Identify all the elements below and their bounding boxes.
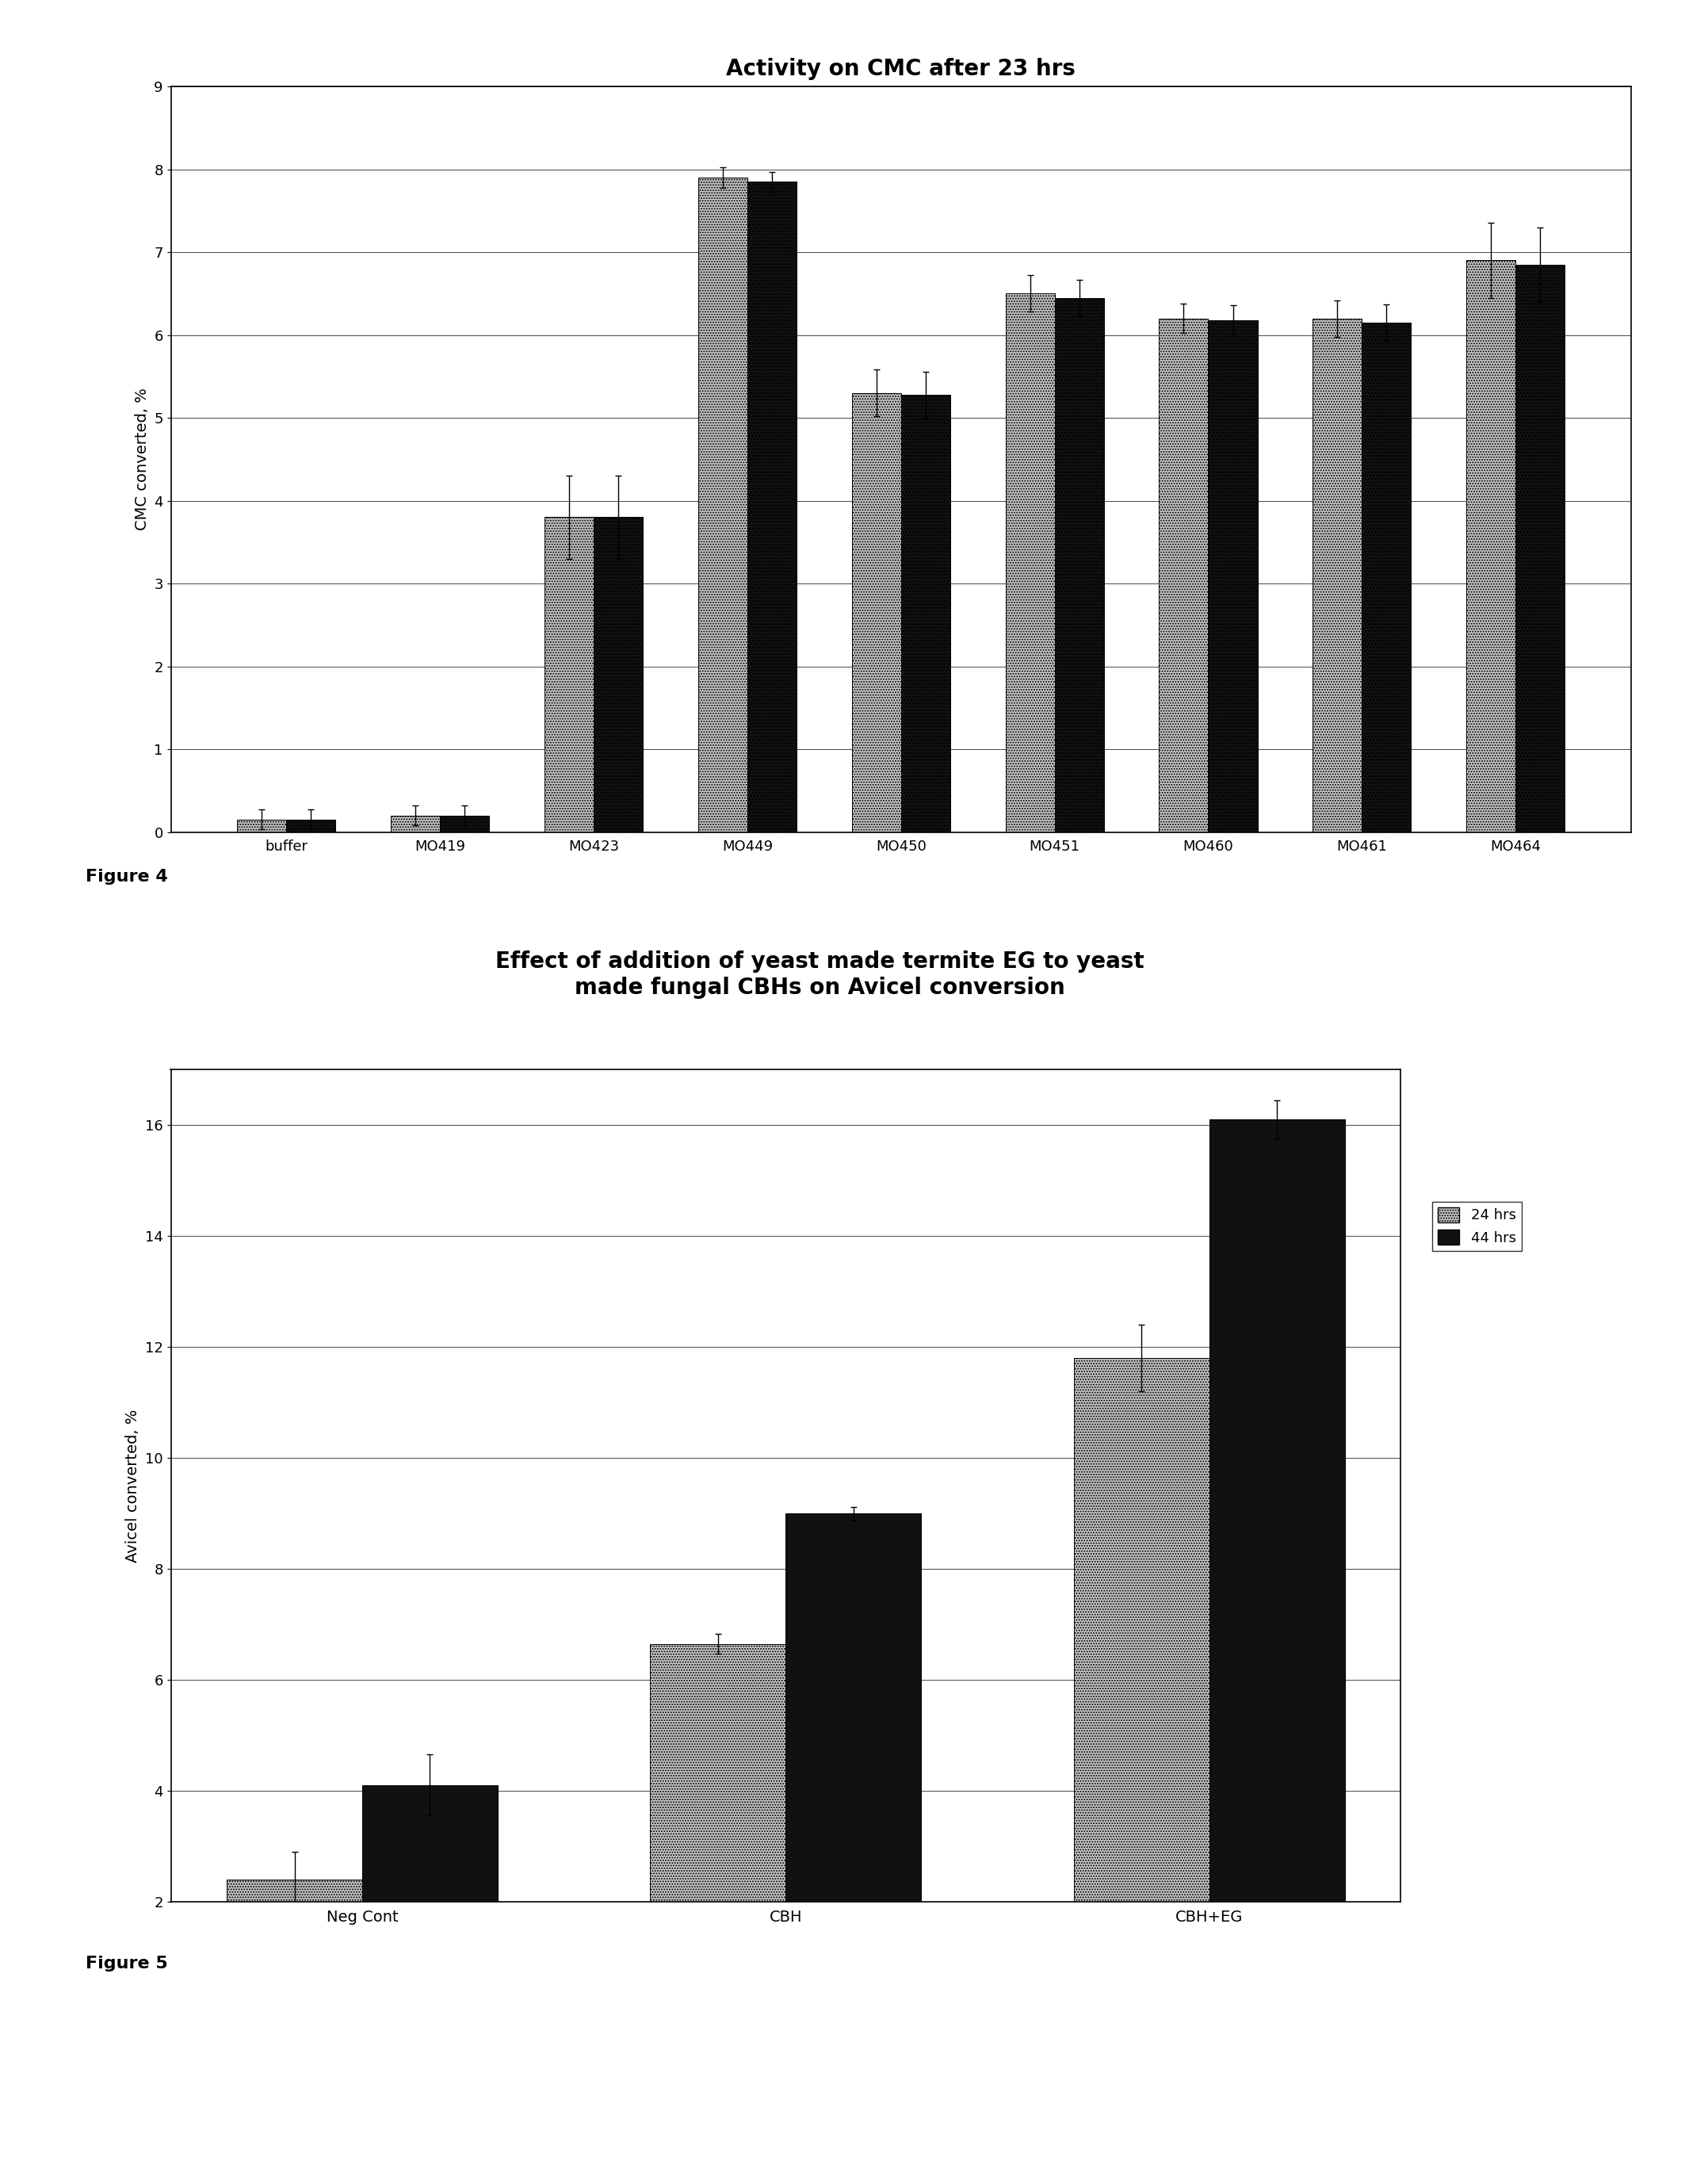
Bar — [1208, 320, 1257, 832]
Title: Activity on CMC after 23 hrs: Activity on CMC after 23 hrs — [726, 58, 1076, 80]
Text: Figure 5: Figure 5 — [85, 1956, 167, 1971]
Bar — [1074, 1357, 1209, 1902]
Bar — [1361, 322, 1411, 832]
Text: Figure 4: Figure 4 — [85, 869, 167, 884]
Bar — [852, 393, 902, 832]
Bar — [362, 1785, 497, 1902]
Bar — [227, 1880, 362, 1902]
Bar — [1209, 1119, 1344, 1902]
Bar — [391, 815, 441, 832]
Bar — [902, 395, 950, 832]
Bar — [699, 177, 748, 832]
Y-axis label: CMC converted, %: CMC converted, % — [135, 389, 150, 529]
Bar — [441, 815, 488, 832]
Y-axis label: Avicel converted, %: Avicel converted, % — [125, 1409, 140, 1562]
Bar — [1467, 261, 1515, 832]
Bar — [1515, 264, 1565, 832]
Bar — [594, 516, 642, 832]
Bar — [237, 819, 287, 832]
Bar — [651, 1645, 786, 1902]
Bar — [545, 516, 594, 832]
Text: Effect of addition of yeast made termite EG to yeast
made fungal CBHs on Avicel : Effect of addition of yeast made termite… — [495, 951, 1144, 998]
Bar — [1313, 318, 1361, 832]
Bar — [1006, 294, 1054, 832]
Legend: 24 hrs, 44 hrs: 24 hrs, 44 hrs — [1433, 1202, 1522, 1251]
Bar — [287, 819, 335, 832]
Bar — [748, 182, 796, 832]
Bar — [786, 1513, 921, 1902]
Bar — [1160, 318, 1208, 832]
Bar — [1054, 298, 1103, 832]
